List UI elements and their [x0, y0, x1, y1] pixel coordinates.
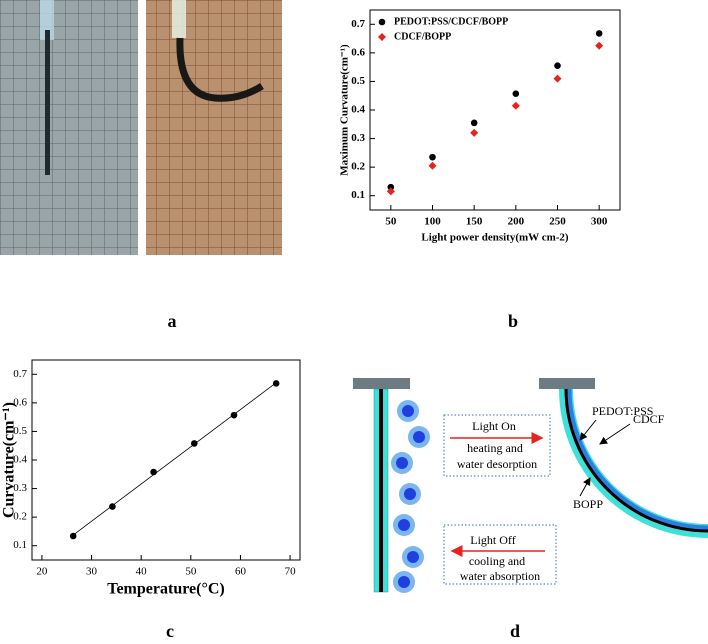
- point: [230, 411, 238, 419]
- point: [69, 532, 77, 540]
- x-tick-label: 250: [549, 216, 566, 228]
- panel-label: c: [166, 621, 174, 641]
- photo-bent: [146, 0, 282, 255]
- x-tick-label: 70: [285, 566, 297, 578]
- panel-label: d: [510, 621, 520, 641]
- y-tick-label: 0.6: [13, 396, 27, 408]
- layer-label: PEDOT:PSS: [592, 404, 653, 418]
- point: [272, 380, 280, 387]
- y-tick-label: 0.2: [351, 161, 365, 173]
- y-tick-label: 0.3: [13, 482, 27, 494]
- point: [511, 101, 520, 110]
- point: [429, 153, 436, 161]
- fit-line: [72, 382, 277, 536]
- bent-strip-layer: [566, 388, 708, 531]
- panel-label: b: [508, 311, 518, 331]
- point: [190, 440, 198, 447]
- y-tick-label: 0.4: [13, 454, 27, 466]
- plot-frame: [31, 359, 301, 561]
- point: [386, 187, 395, 196]
- panel-label: a: [168, 311, 177, 331]
- legend-label: CDCF/BOPP: [394, 31, 451, 42]
- box-text: water desorption: [457, 457, 537, 471]
- layer-label: CDCF: [633, 412, 665, 426]
- y-axis-label: Maximum Curvature(cm⁻¹): [339, 44, 351, 176]
- light-off-box: [443, 524, 557, 585]
- x-axis-label: Light power density(mW cm-2): [421, 232, 569, 244]
- x-tick-label: 100: [424, 216, 441, 228]
- y-tick-label: 0.3: [351, 132, 365, 144]
- point: [428, 161, 437, 170]
- x-tick-label: 30: [86, 566, 98, 578]
- y-tick-label: 0.7: [13, 368, 27, 380]
- photo-straight: [0, 0, 138, 255]
- x-tick-label: 20: [36, 566, 48, 578]
- y-tick-label: 0.1: [13, 539, 27, 551]
- pointer: [579, 477, 591, 497]
- point: [554, 62, 561, 70]
- box-text: heating and: [467, 441, 523, 455]
- x-tick-label: 60: [235, 566, 247, 578]
- point: [470, 119, 478, 127]
- pointer: [579, 419, 597, 441]
- x-tick-label: 40: [136, 566, 148, 578]
- light-on-box: [443, 414, 551, 477]
- x-tick-label: 150: [466, 216, 483, 228]
- box-text: Light On: [472, 419, 516, 433]
- legend-marker: [378, 18, 386, 26]
- y-tick-label: 0.4: [351, 104, 365, 116]
- box-text: water absorption: [460, 569, 540, 583]
- box-text: Light Off: [470, 533, 515, 547]
- pointer: [599, 423, 631, 445]
- point: [150, 468, 157, 476]
- x-tick-label: 300: [591, 216, 608, 228]
- strip-core: [379, 389, 383, 592]
- y-tick-label: 0.5: [13, 425, 27, 437]
- point: [109, 503, 116, 510]
- y-axis-label: Curvature(cm⁻¹): [1, 402, 18, 518]
- point: [470, 128, 479, 137]
- point: [512, 90, 520, 98]
- legend-marker: [378, 33, 386, 41]
- point: [595, 41, 604, 50]
- y-tick-label: 0.1: [351, 189, 365, 201]
- bent-strip-core: [564, 388, 708, 533]
- point: [553, 74, 562, 83]
- box-text: cooling and: [469, 554, 525, 568]
- clamp: [539, 378, 595, 389]
- x-tick-label: 50: [185, 566, 197, 578]
- y-tick-label: 0.7: [351, 18, 365, 30]
- y-tick-label: 0.6: [351, 46, 365, 58]
- point: [595, 30, 603, 37]
- x-axis-label: Temperature(°C): [107, 581, 224, 598]
- point: [387, 183, 395, 191]
- clamp: [353, 378, 410, 389]
- x-tick-label: 50: [385, 216, 397, 228]
- layer-label: BOPP: [573, 497, 603, 511]
- y-tick-label: 0.5: [351, 75, 365, 87]
- diagram: Light On heating and water desorption Li…: [353, 378, 708, 593]
- y-tick-label: 0.2: [13, 511, 27, 523]
- water-molecules: [391, 400, 430, 593]
- legend-label: PEDOT:PSS/CDCF/BOPP: [394, 16, 508, 27]
- x-tick-label: 200: [508, 216, 525, 228]
